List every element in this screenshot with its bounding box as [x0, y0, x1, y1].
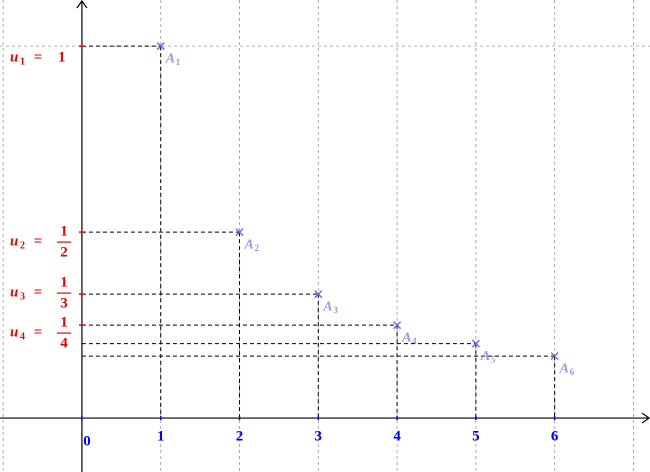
u-sub: 2 — [20, 240, 25, 251]
y-annotation: u 1 = 1 — [10, 50, 66, 68]
u-var: u — [10, 50, 18, 66]
point — [314, 290, 323, 299]
point-label-sub: 1 — [176, 57, 181, 67]
u-eq: = — [34, 285, 43, 301]
u-num: 1 — [60, 275, 68, 291]
point-label: A — [480, 349, 490, 364]
y-annotation: u 4 =14 — [10, 315, 71, 352]
u-eq: = — [34, 325, 43, 341]
u-var: u — [10, 234, 18, 250]
x-tick-label: 0 — [83, 434, 91, 450]
y-arrow — [76, 0, 88, 9]
point-label-sub: 3 — [333, 305, 338, 315]
u-sub: 1 — [20, 56, 25, 67]
point-label-sub: 6 — [570, 367, 575, 377]
x-tick-label: 2 — [236, 429, 244, 445]
x-tick-label: 1 — [157, 429, 165, 445]
point-label-sub: 5 — [491, 355, 496, 365]
point — [550, 352, 559, 361]
x-tick-label: 5 — [472, 429, 480, 445]
point-label: A — [165, 51, 175, 66]
point — [393, 321, 402, 330]
point — [235, 228, 244, 237]
point — [471, 339, 480, 348]
point-label-sub: 4 — [412, 336, 417, 346]
u-var: u — [10, 285, 18, 301]
y-annotation: u 2 =12 — [10, 224, 71, 261]
point-label: A — [322, 299, 332, 314]
x-tick-label: 6 — [551, 429, 559, 445]
u-sub: 4 — [20, 331, 25, 342]
point-label: A — [559, 361, 569, 376]
u-den: 2 — [60, 245, 68, 261]
u-rhs: 1 — [58, 50, 66, 66]
point-label: A — [401, 330, 411, 345]
u-den: 3 — [60, 296, 68, 312]
point-label: A — [244, 237, 254, 252]
u-den: 4 — [60, 336, 68, 352]
u-eq: = — [34, 50, 43, 66]
point-label-sub: 2 — [255, 243, 260, 253]
point — [156, 42, 165, 51]
x-tick-label: 3 — [315, 429, 323, 445]
u-num: 1 — [60, 315, 68, 331]
y-annotation: u 3 =13 — [10, 275, 71, 312]
u-num: 1 — [60, 224, 68, 240]
x-arrow — [641, 412, 650, 424]
x-tick-label: 4 — [393, 429, 401, 445]
u-eq: = — [34, 234, 43, 250]
u-sub: 3 — [20, 291, 25, 302]
u-var: u — [10, 325, 18, 341]
